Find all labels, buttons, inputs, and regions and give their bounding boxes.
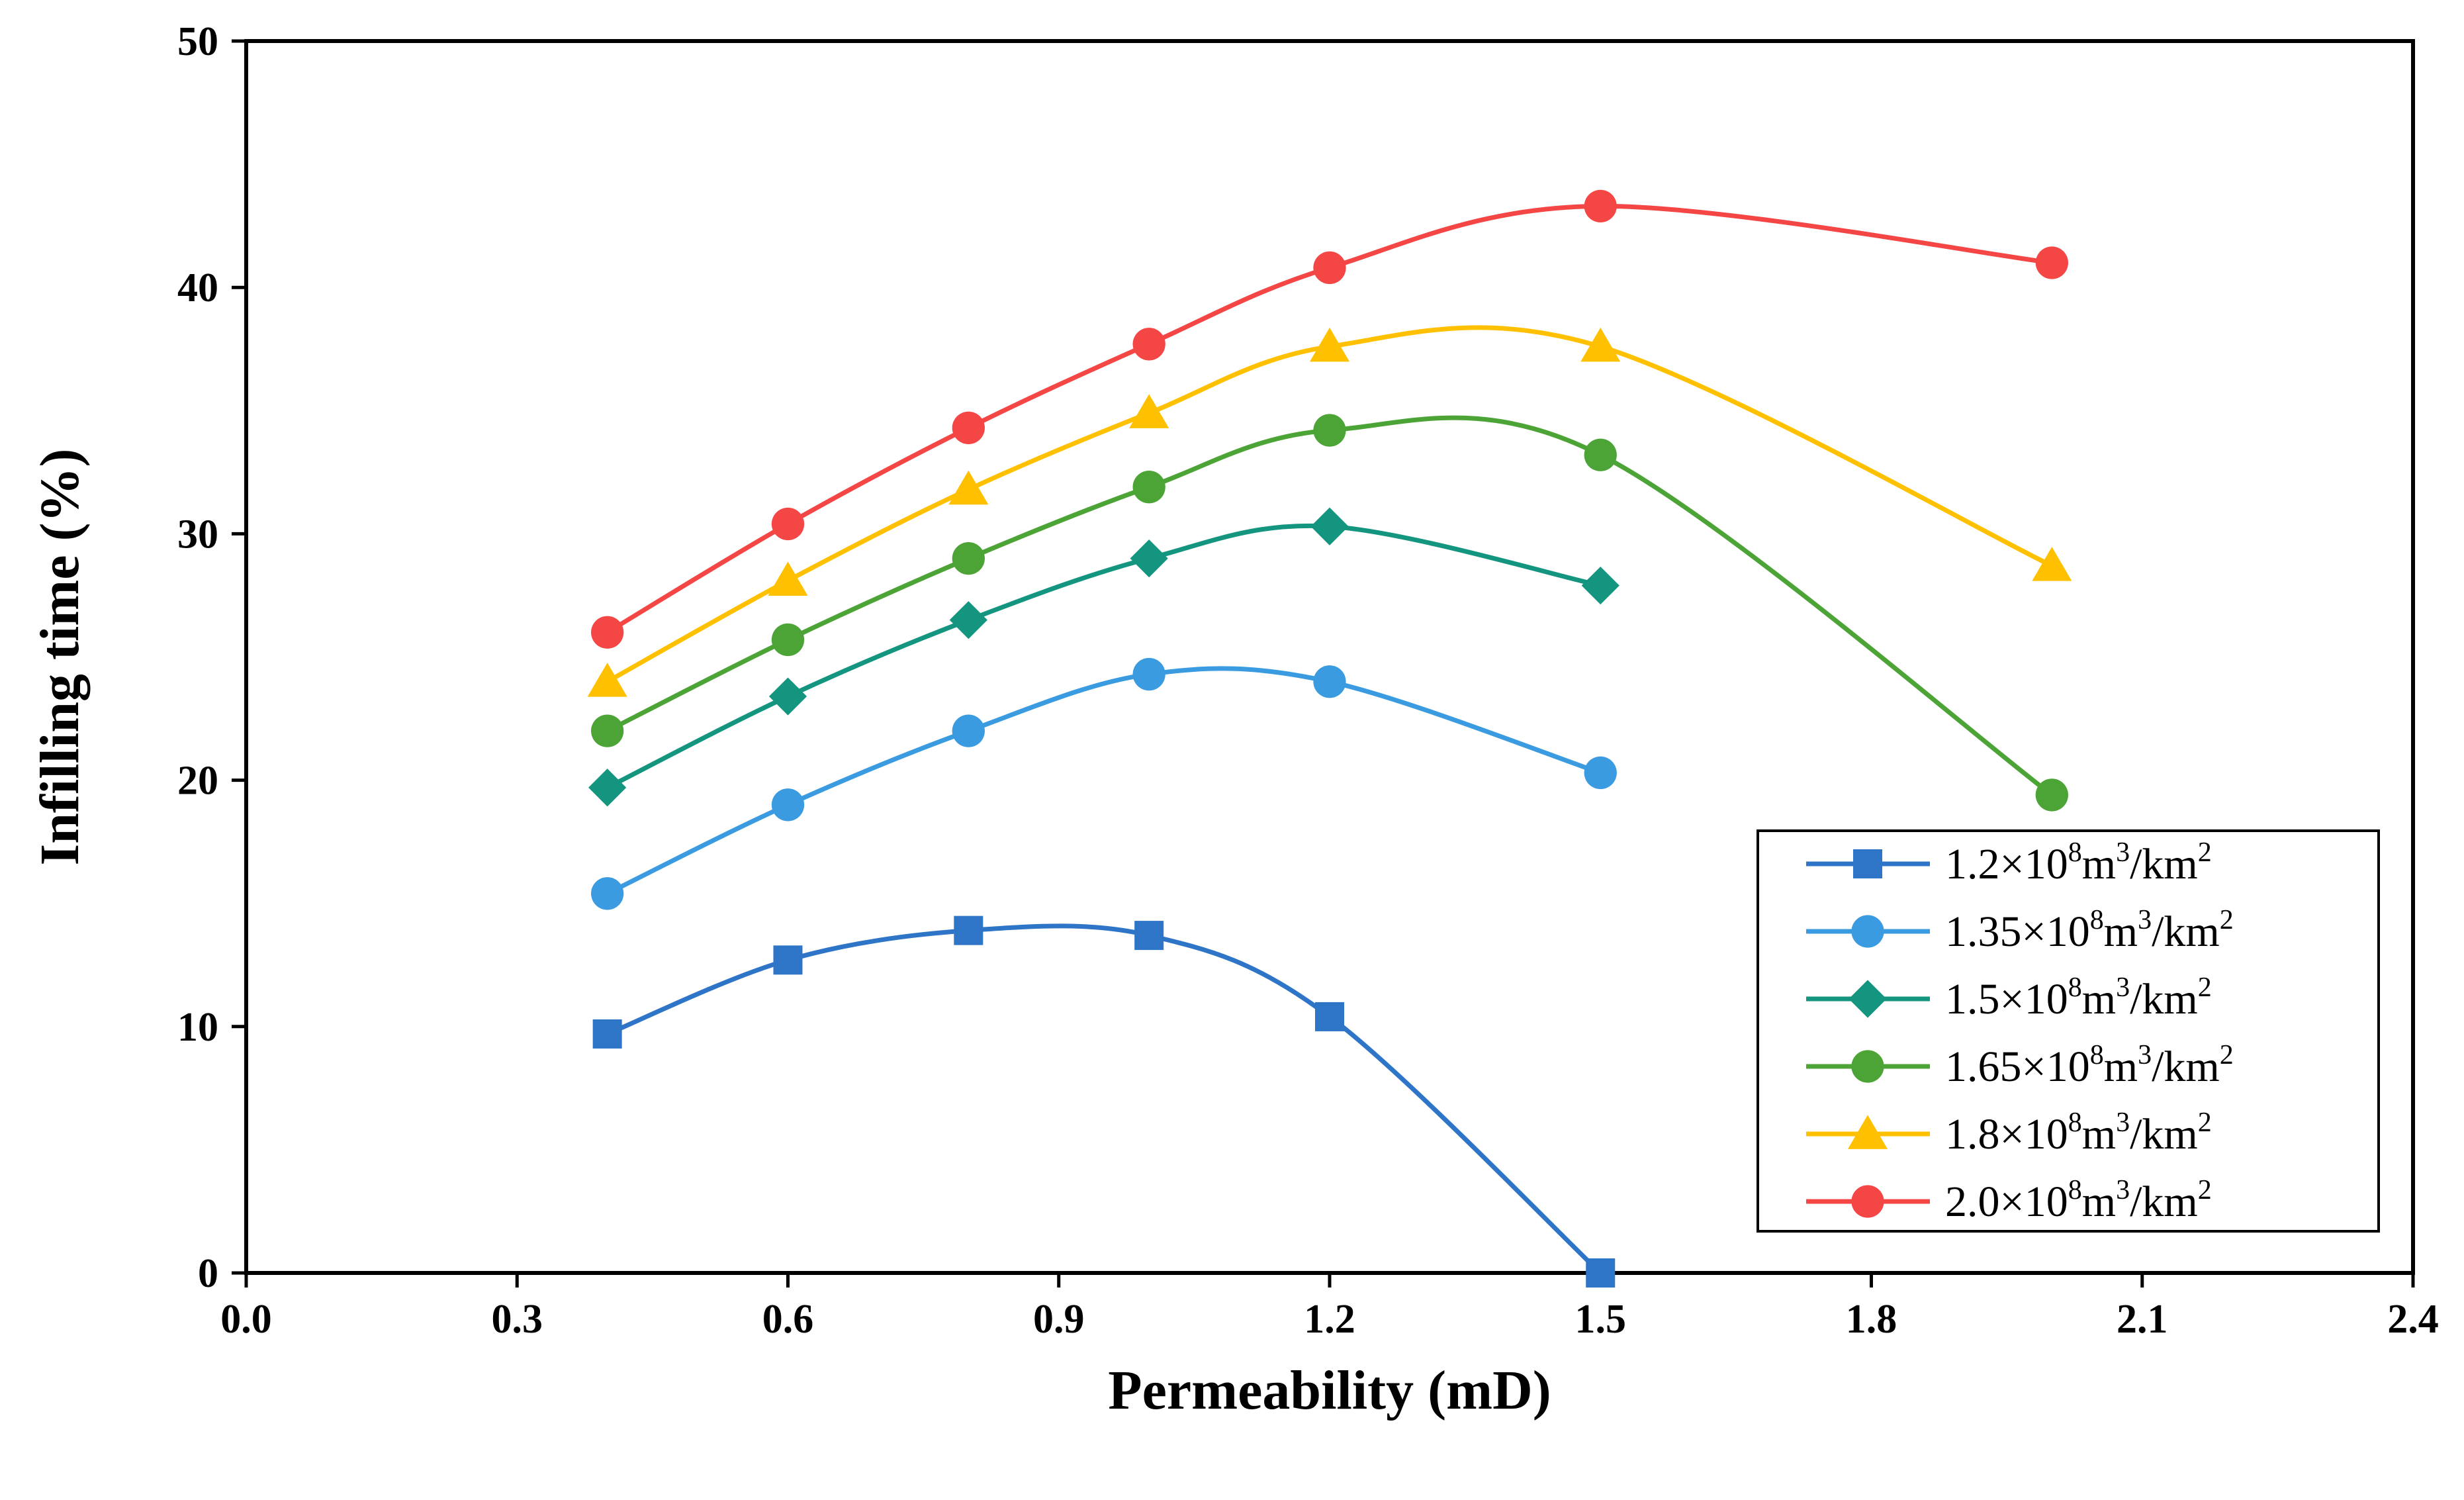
- legend-label: 1.2×108m3/km2: [1945, 837, 2212, 888]
- data-point-series-5: [2032, 547, 2072, 581]
- data-point-series-4: [771, 623, 805, 657]
- legend-swatch-marker: [1851, 915, 1884, 948]
- x-tick-label: 1.8: [1846, 1297, 1897, 1342]
- legend-label: 1.35×108m3/km2: [1945, 905, 2234, 956]
- y-tick-label: 20: [177, 759, 218, 804]
- legend-label: 1.8×108m3/km2: [1945, 1107, 2212, 1158]
- data-point-series-6: [591, 616, 624, 649]
- legend-swatch-marker: [1847, 1115, 1888, 1149]
- data-point-series-5: [948, 470, 989, 505]
- data-point-series-4: [591, 714, 624, 747]
- data-point-series-2: [591, 877, 624, 910]
- data-point-series-4: [1313, 414, 1346, 447]
- x-tick-label: 2.4: [2387, 1297, 2439, 1342]
- data-point-series-6: [1584, 189, 1617, 223]
- legend-swatch-marker: [1853, 849, 1882, 878]
- y-tick-label: 30: [177, 512, 218, 557]
- y-tick-label: 0: [198, 1251, 218, 1296]
- data-point-series-5: [587, 663, 627, 697]
- legend-label: 1.5×108m3/km2: [1945, 972, 2212, 1023]
- data-point-series-2: [771, 788, 805, 821]
- data-point-series-4: [1132, 471, 1165, 504]
- series-line-4: [606, 415, 2054, 797]
- data-point-series-6: [1132, 328, 1165, 361]
- y-tick-label: 10: [177, 1005, 218, 1050]
- data-point-series-3: [1581, 566, 1620, 605]
- data-point-series-6: [1313, 251, 1346, 285]
- y-axis-title: Infilling time (%): [29, 449, 91, 866]
- x-tick-label: 1.5: [1575, 1297, 1627, 1342]
- x-tick-label: 0.9: [1033, 1297, 1085, 1342]
- legend-label: 2.0×108m3/km2: [1945, 1175, 2212, 1226]
- y-axis-ticks: 0 10 20 30 40 50: [177, 19, 246, 1296]
- data-point-series-2: [1313, 665, 1346, 698]
- legend: 1.2×108m3/km2 1.35×108m3/km2 1.5×108m3/km2…: [1757, 829, 2380, 1233]
- x-tick-label: 0.0: [220, 1297, 272, 1342]
- data-point-series-3: [588, 769, 627, 807]
- data-point-series-1: [1586, 1258, 1616, 1288]
- legend-label: 1.65×108m3/km2: [1945, 1040, 2234, 1091]
- legend-swatch-marker: [1848, 980, 1887, 1018]
- legend-swatch-marker: [1851, 1050, 1884, 1083]
- data-point-series-1: [954, 915, 983, 945]
- x-axis-ticks: 0.0 0.3 0.6 0.9 1.2 1.5 1.8 2.1 2.4: [220, 1273, 2439, 1342]
- data-point-series-1: [592, 1019, 622, 1049]
- data-point-series-5: [768, 561, 808, 596]
- data-point-series-3: [949, 601, 987, 639]
- data-point-series-5: [1129, 394, 1169, 428]
- data-point-series-4: [952, 541, 985, 575]
- data-point-series-6: [2035, 246, 2068, 279]
- series-line-3: [606, 523, 1601, 790]
- series-line-5: [606, 325, 2053, 684]
- data-point-series-5: [1580, 327, 1621, 362]
- data-point-series-2: [1584, 756, 1617, 790]
- data-point-series-3: [1310, 507, 1349, 545]
- data-point-series-6: [952, 411, 985, 444]
- y-tick-label: 50: [177, 19, 218, 64]
- data-point-series-1: [1134, 921, 1164, 951]
- data-point-series-3: [1130, 539, 1168, 578]
- series-line-1: [606, 923, 1602, 1275]
- data-point-series-3: [768, 677, 807, 716]
- data-point-series-2: [1132, 657, 1165, 691]
- x-tick-label: 2.1: [2117, 1297, 2168, 1342]
- x-tick-label: 0.3: [492, 1297, 543, 1342]
- series-line-2: [606, 666, 1602, 896]
- data-point-series-6: [771, 507, 805, 541]
- x-tick-label: 1.2: [1304, 1297, 1355, 1342]
- data-point-series-1: [773, 945, 803, 975]
- legend-swatch-marker: [1851, 1185, 1884, 1218]
- x-tick-label: 0.6: [762, 1297, 814, 1342]
- legend-box: [1757, 829, 2380, 1233]
- data-point-series-5: [1309, 327, 1350, 362]
- y-tick-label: 40: [177, 265, 218, 310]
- series-markers: [587, 189, 2072, 1288]
- data-point-series-4: [1584, 438, 1617, 471]
- data-point-series-2: [952, 714, 985, 747]
- data-point-series-1: [1315, 1002, 1344, 1031]
- x-axis-title: Permeability (mD): [1108, 1360, 1551, 1421]
- data-point-series-4: [2035, 778, 2068, 812]
